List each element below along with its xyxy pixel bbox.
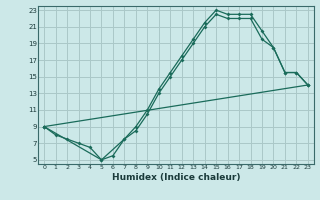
X-axis label: Humidex (Indice chaleur): Humidex (Indice chaleur) <box>112 173 240 182</box>
